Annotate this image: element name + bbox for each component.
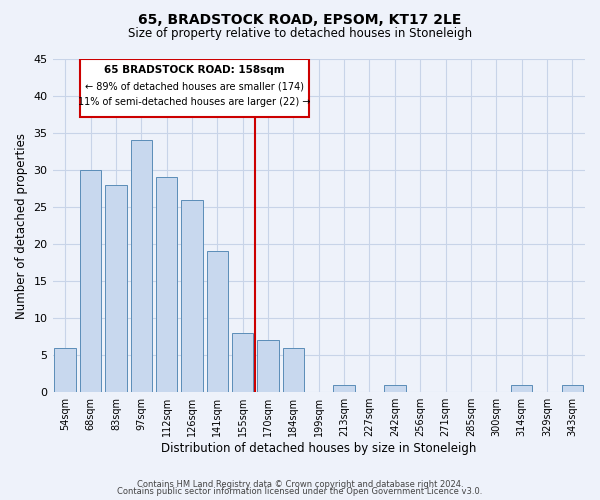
Bar bbox=[181, 200, 203, 392]
Y-axis label: Number of detached properties: Number of detached properties bbox=[15, 132, 28, 318]
FancyBboxPatch shape bbox=[80, 59, 308, 116]
Bar bbox=[232, 333, 253, 392]
Text: Contains HM Land Registry data © Crown copyright and database right 2024.: Contains HM Land Registry data © Crown c… bbox=[137, 480, 463, 489]
Bar bbox=[105, 185, 127, 392]
Text: ← 89% of detached houses are smaller (174): ← 89% of detached houses are smaller (17… bbox=[85, 81, 304, 91]
Bar bbox=[562, 384, 583, 392]
Bar bbox=[206, 252, 228, 392]
Text: 65 BRADSTOCK ROAD: 158sqm: 65 BRADSTOCK ROAD: 158sqm bbox=[104, 65, 285, 75]
Bar bbox=[55, 348, 76, 392]
Bar bbox=[384, 384, 406, 392]
X-axis label: Distribution of detached houses by size in Stoneleigh: Distribution of detached houses by size … bbox=[161, 442, 476, 455]
Bar bbox=[334, 384, 355, 392]
Bar bbox=[257, 340, 279, 392]
Text: Contains public sector information licensed under the Open Government Licence v3: Contains public sector information licen… bbox=[118, 488, 482, 496]
Bar bbox=[156, 178, 178, 392]
Bar bbox=[511, 384, 532, 392]
Text: Size of property relative to detached houses in Stoneleigh: Size of property relative to detached ho… bbox=[128, 28, 472, 40]
Bar bbox=[80, 170, 101, 392]
Bar bbox=[283, 348, 304, 392]
Bar bbox=[131, 140, 152, 392]
Text: 11% of semi-detached houses are larger (22) →: 11% of semi-detached houses are larger (… bbox=[78, 98, 311, 108]
Text: 65, BRADSTOCK ROAD, EPSOM, KT17 2LE: 65, BRADSTOCK ROAD, EPSOM, KT17 2LE bbox=[139, 12, 461, 26]
